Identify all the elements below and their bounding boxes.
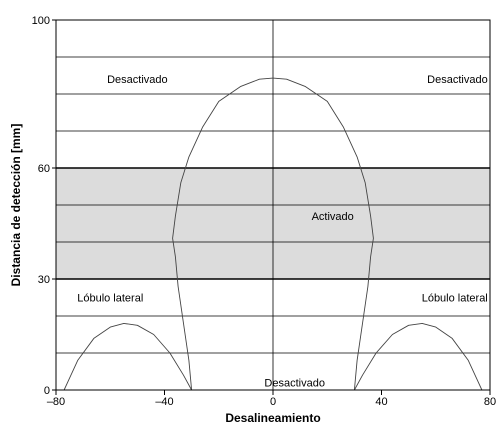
y-axis-title: Distancia de detección [mm] xyxy=(9,124,23,287)
annotation-label: Desactivado xyxy=(264,378,325,390)
y-tick-label: 0 xyxy=(44,385,50,397)
annotation-label: Desactivado xyxy=(107,74,168,86)
y-tick-label: 100 xyxy=(32,15,50,27)
series-line xyxy=(172,77,374,391)
annotation-label: Lóbulo lateral xyxy=(422,293,488,305)
annotation-label: Lóbulo lateral xyxy=(77,293,143,305)
x-tick-label: –80 xyxy=(47,396,65,408)
annotation-label: Desactivado xyxy=(427,74,488,86)
x-tick-label: 80 xyxy=(484,396,496,408)
x-tick-label: 40 xyxy=(375,396,387,408)
detection-curves xyxy=(63,77,483,391)
x-ticks: –80 –40 0 40 80 xyxy=(47,390,496,408)
x-axis-title: Desalineamiento xyxy=(225,411,320,425)
y-tick-label: 30 xyxy=(38,274,50,286)
series-line xyxy=(63,322,192,391)
annotation-label: Activado xyxy=(312,211,354,223)
series-line xyxy=(354,322,483,391)
x-tick-label: –40 xyxy=(155,396,173,408)
y-tick-label: 60 xyxy=(38,163,50,175)
x-tick-label: 0 xyxy=(270,396,276,408)
annotations: Desactivado Desactivado Activado Lóbulo lat… xyxy=(77,74,488,389)
y-ticks: 0 30 60 100 xyxy=(32,15,56,397)
